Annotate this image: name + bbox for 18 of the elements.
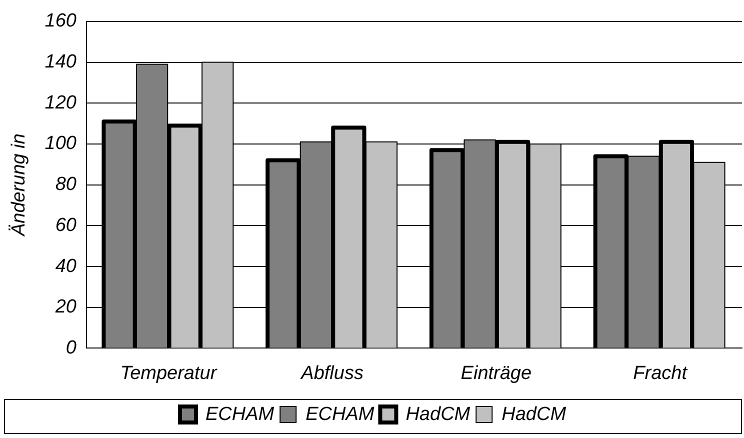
y-tick-label: 0 xyxy=(66,337,77,358)
x-tick-label: Einträge xyxy=(460,362,532,384)
y-tick-label: 80 xyxy=(55,174,77,196)
y-tick-label: 140 xyxy=(44,52,77,73)
x-tick-label: Fracht xyxy=(633,362,688,384)
x-tick-label: Abfluss xyxy=(300,362,364,384)
x-tick-label: Temperatur xyxy=(120,362,218,384)
y-tick-label: 100 xyxy=(44,133,77,154)
y-axis-title: Änderung in xyxy=(8,134,30,238)
legend-label: ECHAM xyxy=(205,404,274,425)
y-tick-label: 40 xyxy=(55,256,77,277)
y-tick-label: 160 xyxy=(44,10,77,32)
y-tick-label: 60 xyxy=(55,214,77,236)
y-tick-label: 20 xyxy=(54,296,77,318)
legend-label: HadCM xyxy=(502,404,566,425)
legend-label: ECHAM xyxy=(306,404,374,425)
y-tick-label: 120 xyxy=(44,92,77,114)
legend-label: HadCM xyxy=(406,404,470,425)
